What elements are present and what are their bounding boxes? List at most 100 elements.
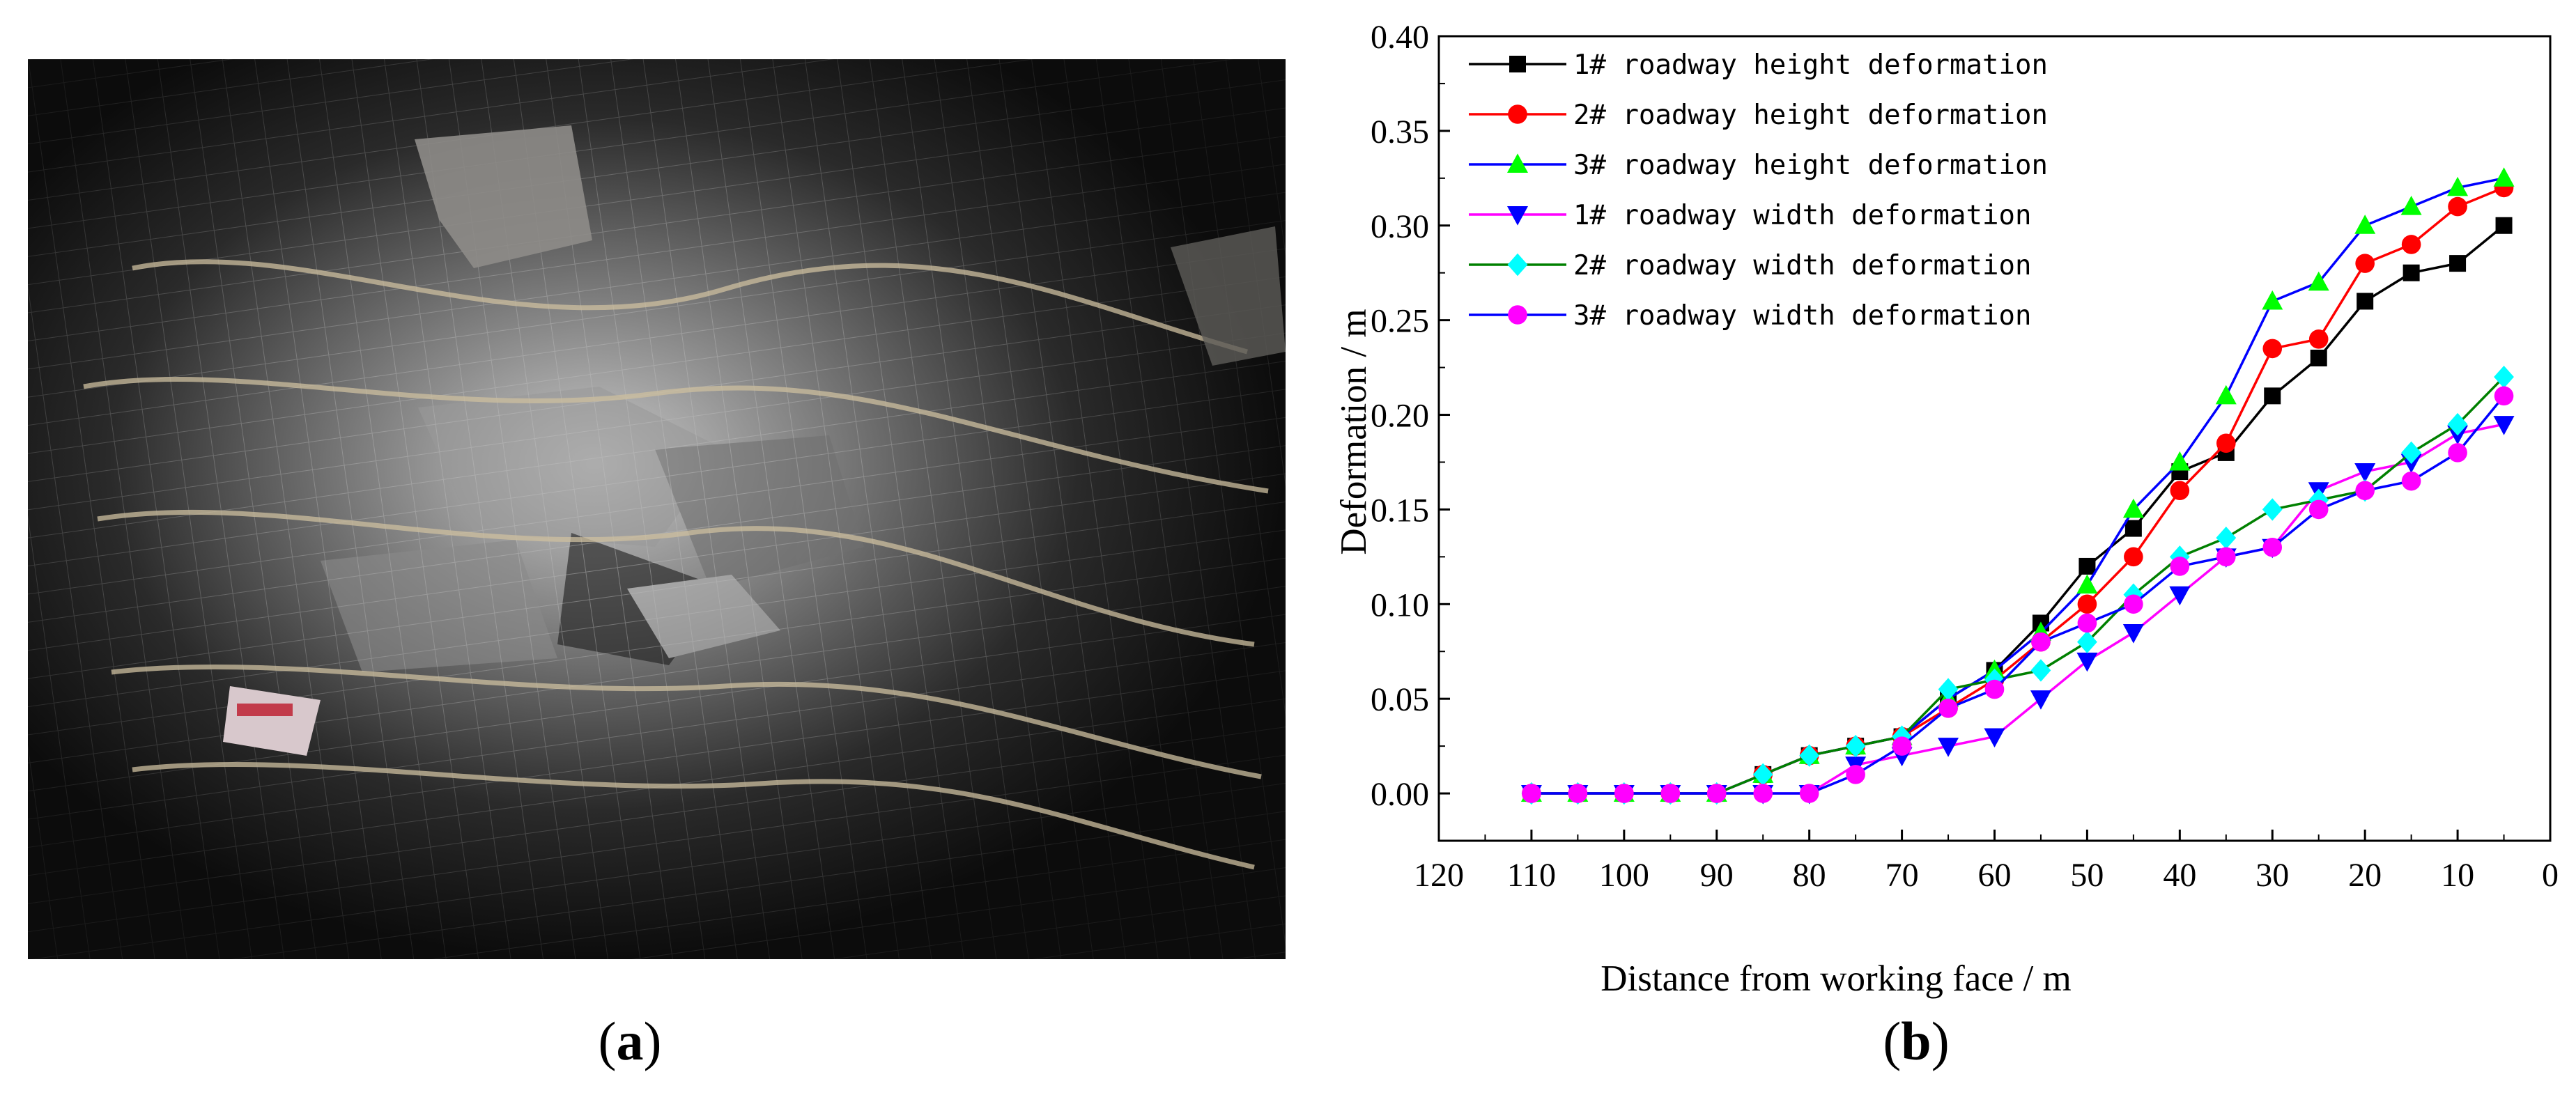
x-tick-label: 60	[1978, 857, 2012, 894]
data-point	[2215, 385, 2237, 405]
data-point	[2216, 433, 2236, 453]
data-point	[2447, 412, 2468, 436]
data-point	[2076, 652, 2098, 672]
roadway-photo	[28, 59, 1286, 959]
data-point	[2448, 196, 2467, 217]
data-point	[2401, 235, 2421, 254]
legend-label: 3# roadway height deformation	[1573, 150, 2048, 181]
legend-label: 2# roadway width deformation	[1573, 250, 2031, 281]
bearing-plate-icon	[1171, 226, 1286, 366]
series-6	[1522, 386, 2514, 803]
y-tick-label: 0.35	[1371, 114, 1429, 150]
data-point	[2308, 271, 2329, 291]
data-point	[2400, 195, 2422, 215]
deformation-chart: 120 110 100 90 80 70 60 50 40 30 20 10 0 0.00 0.05 0.10…	[1296, 0, 2576, 1092]
data-point	[2308, 499, 2329, 520]
x-tick-label: 10	[2441, 857, 2474, 894]
y-tick-label: 0.15	[1371, 492, 1429, 529]
x-tick-label: 120	[1414, 857, 1464, 894]
x-tick-label: 100	[1599, 857, 1649, 894]
x-tick-label: 90	[1700, 857, 1734, 894]
data-point	[2124, 520, 2142, 537]
x-tick-label: 50	[2070, 857, 2104, 894]
data-point	[2401, 471, 2421, 491]
data-point	[1938, 738, 1959, 757]
legend-marker	[1507, 153, 1528, 173]
data-point	[2401, 441, 2422, 465]
data-point	[1845, 734, 1866, 758]
y-tick-label: 0.30	[1371, 208, 1429, 245]
data-point	[1660, 784, 1681, 803]
bearing-plate-icon	[415, 125, 592, 268]
data-point	[2077, 613, 2097, 633]
data-point	[2310, 350, 2327, 366]
data-point	[2448, 443, 2467, 463]
data-point	[1799, 784, 1819, 803]
data-point	[2030, 690, 2051, 710]
legend-marker	[1508, 104, 1527, 124]
x-tick-label: 20	[2348, 857, 2382, 894]
y-tick-label: 0.25	[1371, 303, 1429, 340]
data-point	[2124, 594, 2143, 614]
x-tick-label: 70	[1885, 857, 1919, 894]
chart-svg: 120 110 100 90 80 70 60 50 40 30 20 10 00.000.050.10…	[1334, 19, 2559, 999]
data-point	[2077, 630, 2097, 653]
legend-label: 3# roadway width deformation	[1573, 300, 2031, 332]
data-point	[2216, 526, 2237, 550]
legend-label: 1# roadway width deformation	[1573, 200, 2031, 231]
data-point	[2122, 624, 2144, 644]
legend-marker	[1507, 253, 1528, 277]
y-tick-label: 0.05	[1371, 681, 1429, 718]
data-point	[2169, 586, 2191, 606]
data-point	[1568, 784, 1588, 803]
data-point	[2447, 176, 2469, 196]
data-point	[1938, 698, 1958, 718]
chart-legend: 1# roadway height deformation 2# roadway …	[1469, 49, 2048, 332]
data-point	[1753, 784, 1773, 803]
legend-entry: 1# roadway width deformation	[1469, 200, 2031, 231]
data-point	[2078, 557, 2096, 575]
data-point	[2357, 293, 2374, 310]
x-tick-label: 30	[2255, 857, 2289, 894]
data-point	[2493, 416, 2515, 435]
data-point	[2493, 167, 2515, 187]
legend-entry: 3# roadway height deformation	[1469, 150, 2048, 181]
x-tick-label: 40	[2163, 857, 2196, 894]
series-line	[1531, 423, 2504, 795]
caption-b: (b)	[1883, 1011, 1950, 1071]
data-point	[2124, 547, 2143, 567]
chart-axes: 120 110 100 90 80 70 60 50 40 30 20 10 00.000.050.10…	[1371, 19, 2559, 894]
data-point	[2355, 481, 2375, 501]
data-point	[2494, 365, 2514, 389]
x-tick-label: 80	[1793, 857, 1826, 894]
data-point	[2262, 537, 2283, 557]
series-4	[1520, 416, 2515, 805]
data-point	[2449, 255, 2467, 272]
legend-marker	[1509, 56, 1526, 72]
series-line	[1531, 395, 2505, 795]
data-point	[2030, 659, 2051, 682]
data-point	[2264, 387, 2281, 405]
data-point	[2262, 498, 2283, 521]
caption-a: (a)	[598, 1011, 662, 1071]
data-point	[2170, 481, 2190, 501]
data-point	[2354, 215, 2376, 234]
series-line	[1531, 375, 2505, 795]
y-tick-label: 0.40	[1371, 19, 1429, 56]
legend-entry: 2# roadway width deformation	[1469, 250, 2031, 281]
x-axis-label: Distance from working face / m	[1601, 958, 2072, 999]
data-point	[2355, 254, 2375, 273]
data-point	[2076, 574, 2098, 594]
data-point	[2495, 217, 2513, 234]
y-axis-label: Deformation / m	[1334, 309, 1374, 554]
legend-entry: 3# roadway width deformation	[1469, 300, 2031, 332]
data-point	[2262, 290, 2283, 310]
data-point	[2122, 498, 2144, 518]
data-point	[2077, 594, 2097, 614]
data-point	[1984, 728, 2005, 748]
legend-label: 1# roadway height deformation	[1573, 49, 2048, 81]
data-point	[2354, 463, 2376, 483]
data-point	[1522, 784, 1541, 803]
data-point	[2308, 329, 2329, 349]
data-point	[1846, 765, 1865, 784]
